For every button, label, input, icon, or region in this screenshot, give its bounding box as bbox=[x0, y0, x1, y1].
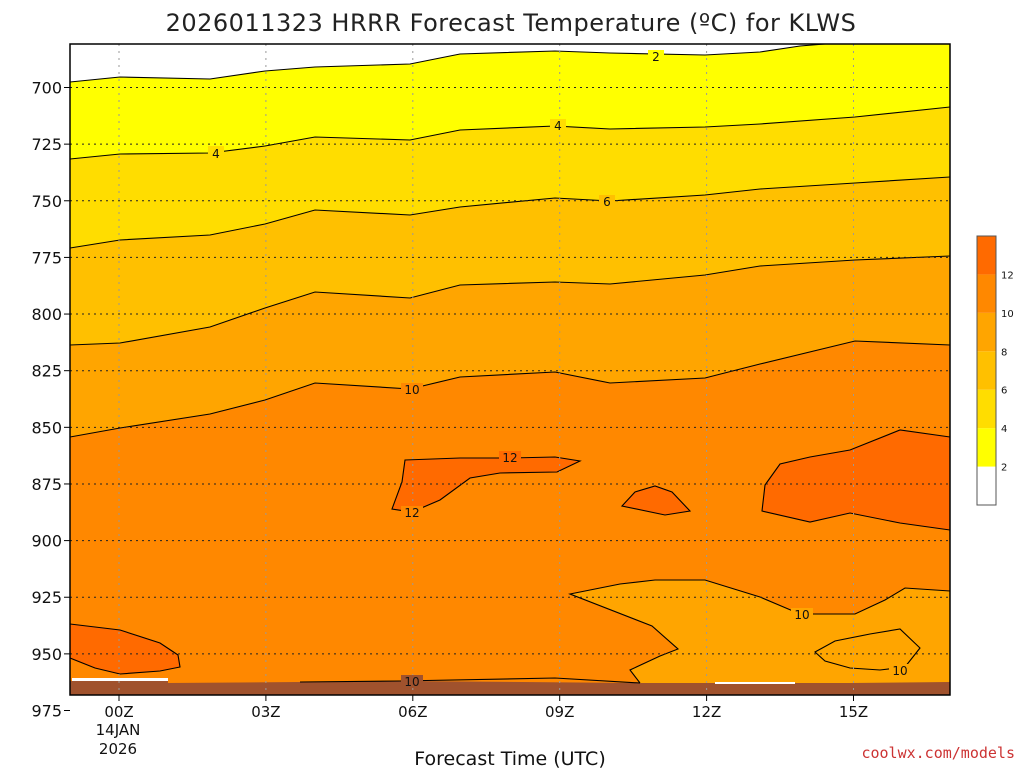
band-2-4 bbox=[70, 44, 950, 159]
surface-gap bbox=[715, 682, 795, 684]
contour-6 bbox=[70, 176, 950, 249]
colorbar-segment bbox=[977, 466, 996, 505]
plot-frame bbox=[69, 43, 951, 696]
contour-10-surface bbox=[299, 677, 641, 684]
y-tick-label: 925 bbox=[31, 588, 62, 607]
x-tick-label: 00Z bbox=[104, 703, 133, 721]
credit-link[interactable]: coolwx.com/models bbox=[861, 744, 1015, 762]
x-axis: 00Z 03Z 06Z 09Z 12Z 15Z bbox=[104, 695, 868, 721]
pressure-grid bbox=[70, 87, 950, 655]
y-tick-label: 850 bbox=[31, 418, 62, 437]
contour-label: 2 bbox=[652, 50, 660, 64]
warm-core-4 bbox=[70, 624, 180, 674]
colorbar-tick-label: 8 bbox=[1001, 347, 1007, 358]
y-tick-label: 875 bbox=[31, 475, 62, 494]
colorbar-segment bbox=[977, 236, 996, 275]
y-tick-label: 800 bbox=[31, 305, 62, 324]
surface-gap bbox=[72, 678, 168, 681]
x-tick-label: 06Z bbox=[398, 703, 427, 721]
x-tick-label: 15Z bbox=[839, 703, 868, 721]
colorbar-tick-label: 12 bbox=[1001, 270, 1014, 281]
y-tick-label: 975 bbox=[31, 702, 62, 721]
y-tick-label: 825 bbox=[31, 362, 62, 381]
y-tick-label: 900 bbox=[31, 532, 62, 551]
colorbar-segment bbox=[977, 351, 996, 390]
contour-labels: 2 4 4 6 10 12 12 10 10 10 bbox=[208, 50, 911, 689]
contour-label: 4 bbox=[554, 119, 562, 133]
x-tick-label: 09Z bbox=[545, 703, 574, 721]
y-axis: 700 725 750 775 800 825 850 875 900 925 950 975 bbox=[31, 79, 70, 721]
contour-8 bbox=[70, 255, 950, 346]
date-label-day: 14JAN bbox=[96, 721, 141, 739]
warm-core-3 bbox=[762, 430, 950, 530]
band-4-6 bbox=[70, 107, 950, 248]
contour-10 bbox=[70, 340, 950, 438]
contour-10-low bbox=[568, 579, 950, 684]
contour-label: 10 bbox=[404, 383, 419, 397]
colorbar-segment bbox=[977, 312, 996, 352]
x-axis-label: Forecast Time (UTC) bbox=[414, 748, 605, 768]
contour-label: 10 bbox=[404, 675, 419, 689]
contour-label: 6 bbox=[603, 195, 611, 209]
contour-10-cell bbox=[814, 628, 921, 671]
band-8-10 bbox=[70, 256, 950, 437]
y-tick-label: 775 bbox=[31, 248, 62, 267]
colorbar-segment bbox=[977, 428, 996, 467]
colorbar-tick-label: 6 bbox=[1001, 386, 1007, 397]
date-label-year: 2026 bbox=[99, 740, 137, 758]
y-tick-label: 950 bbox=[31, 645, 62, 664]
band-6-8 bbox=[70, 177, 950, 345]
contour-12c bbox=[761, 429, 950, 531]
contour-12d bbox=[70, 623, 181, 675]
contour-label: 10 bbox=[794, 608, 809, 622]
y-tick-label: 700 bbox=[31, 79, 62, 98]
plot-area: 2 4 4 6 10 12 12 10 10 10 bbox=[70, 44, 950, 695]
colorbar-tick-label: 2 bbox=[1001, 463, 1007, 474]
chart-title: 2026011323 HRRR Forecast Temperature (ºC… bbox=[166, 9, 857, 37]
x-tick-label: 03Z bbox=[251, 703, 280, 721]
contour-label: 4 bbox=[212, 147, 220, 161]
contour-12b bbox=[620, 485, 692, 516]
contour-label: 10 bbox=[892, 664, 907, 678]
colorbar-segment bbox=[977, 389, 996, 429]
colorbar: 2 4 6 8 10 12 bbox=[976, 235, 1014, 506]
colorbar-segment bbox=[977, 274, 996, 313]
contour-label: 12 bbox=[404, 506, 419, 520]
colorbar-frame bbox=[976, 235, 997, 506]
contour-2 bbox=[70, 44, 826, 83]
y-tick-label: 750 bbox=[31, 192, 62, 211]
x-tick-label: 12Z bbox=[692, 703, 721, 721]
warm-core-1 bbox=[392, 457, 580, 512]
y-tick-label: 725 bbox=[31, 135, 62, 154]
colorbar-tick-label: 10 bbox=[1001, 309, 1014, 320]
contour-label: 12 bbox=[502, 451, 517, 465]
band-8-10-low bbox=[570, 580, 950, 685]
colorbar-tick-label: 4 bbox=[1001, 424, 1007, 435]
